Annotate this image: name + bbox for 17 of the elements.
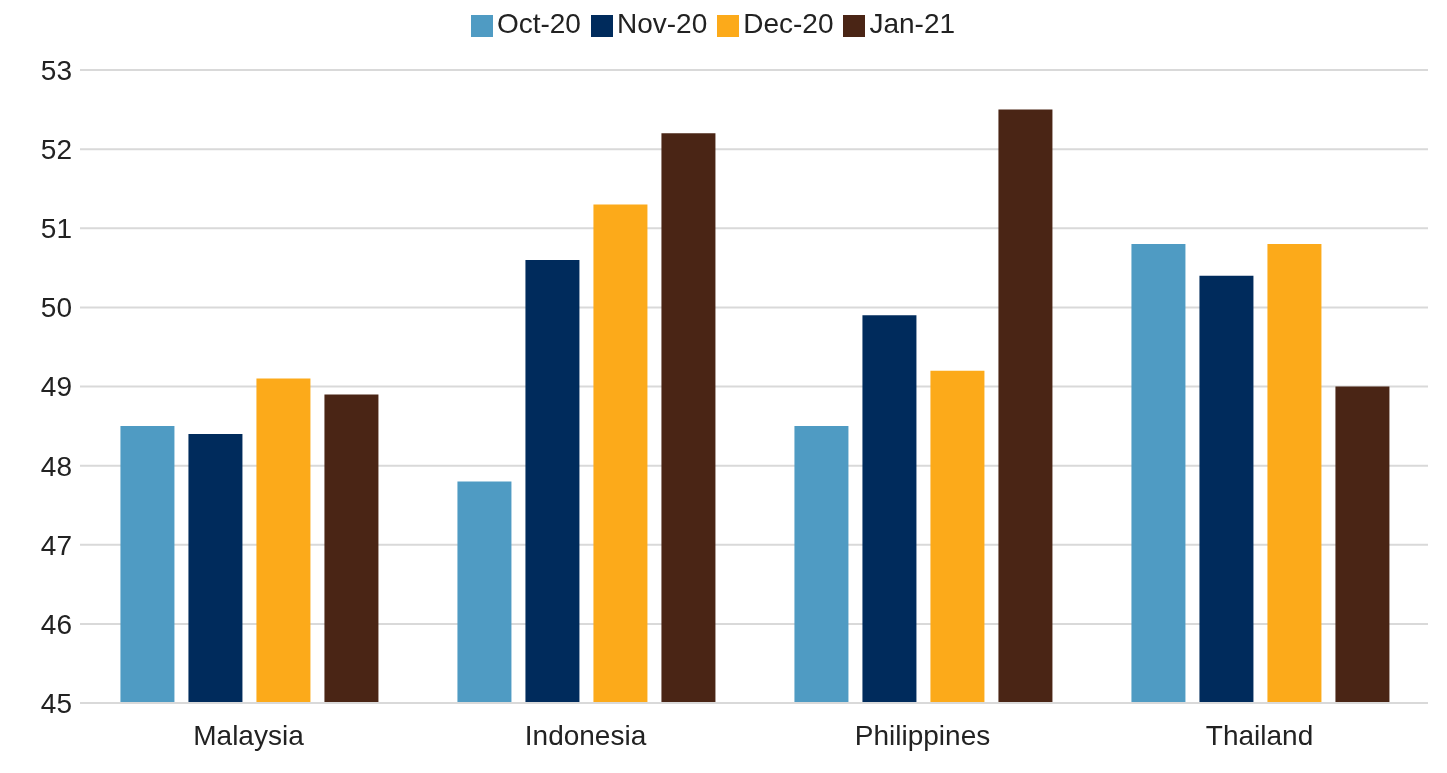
y-tick-label: 53: [40, 54, 72, 86]
legend-label: Nov-20: [616, 8, 708, 39]
y-tick-label: 47: [40, 529, 72, 561]
y-tick-label: 49: [40, 371, 72, 403]
x-tick-label: Indonesia: [524, 719, 647, 751]
x-tick-label: Thailand: [1205, 719, 1314, 751]
y-tick-label: 50: [40, 292, 72, 324]
legend-label: Dec-20: [743, 8, 834, 39]
y-tick-label: 45: [40, 687, 72, 719]
x-tick-label: Philippines: [854, 719, 991, 751]
x-tick-label: Malaysia: [193, 719, 305, 751]
y-tick-label: 52: [40, 134, 72, 166]
legend-label: Jan-21: [869, 8, 956, 39]
y-tick-label: 51: [40, 213, 72, 245]
y-tick-label: 48: [40, 450, 72, 482]
legend-label: Oct-20: [496, 8, 581, 39]
y-tick-label: 46: [40, 608, 72, 640]
